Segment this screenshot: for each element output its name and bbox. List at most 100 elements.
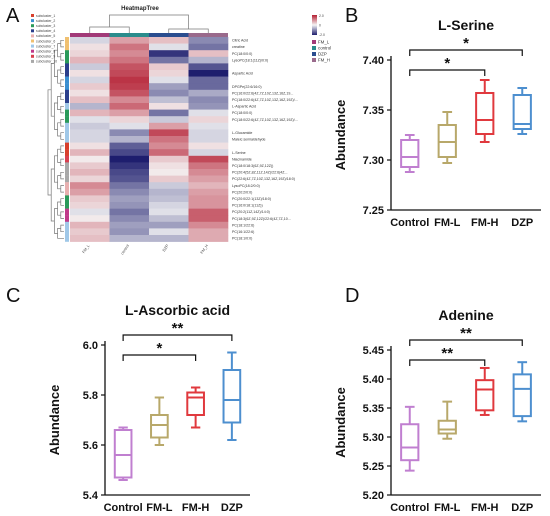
dendrogram-branch (60, 66, 64, 74)
subcluster-swatch (31, 29, 34, 33)
group-legend-swatch (312, 58, 316, 62)
significance-label: * (444, 55, 450, 72)
heatmap-cell (188, 109, 229, 117)
heatmap-cell (70, 202, 110, 209)
y-tick-label: 5.35 (363, 403, 384, 415)
y-axis-label: Abundance (333, 387, 348, 458)
group-legend-swatch (312, 52, 316, 56)
subcluster-swatch (31, 59, 34, 63)
row-subcluster-swatch (65, 228, 69, 236)
heatmap-cell (188, 162, 229, 170)
heatmap-cell (149, 83, 189, 91)
dendrogram-branch (60, 198, 64, 206)
row-subcluster-swatch (65, 142, 69, 150)
heatmap-row-label: PC(18:1/22:6) (232, 223, 254, 227)
heatmap-cell (70, 122, 110, 130)
dendrogram-branch (57, 175, 61, 190)
y-axis-label: Abundance (333, 100, 348, 171)
heatmap-row-label: PC(18:0/18:3(6Z,9Z,12Z)) (232, 164, 273, 168)
heatmap-cell (70, 195, 110, 203)
subcluster-swatch (31, 14, 34, 17)
heatmap-cell (109, 96, 150, 104)
y-tick-label: 5.25 (363, 461, 384, 473)
heatmap-row-label: PC(16:1/22:6) (232, 230, 254, 234)
heatmap-cell (188, 215, 229, 223)
dendrogram-branch (57, 43, 61, 58)
heatmap-cell (70, 142, 110, 150)
heatmap-cell (188, 136, 229, 143)
row-subcluster-swatch (65, 50, 69, 57)
heatmap-cell (109, 109, 150, 117)
box (222, 369, 242, 424)
heatmap-cell (109, 188, 150, 196)
heatmap-cell (188, 228, 229, 236)
dendrogram-branch (60, 211, 64, 219)
heatmap-cell (70, 96, 110, 104)
heatmap-row-label: PC(18:0/22:6(4Z,7Z,10Z,13Z,16Z,19Z)/... (232, 98, 298, 102)
heatmap-cell (188, 129, 229, 137)
heatmap-cell (149, 162, 189, 170)
significance-label: * (156, 340, 162, 357)
heatmap-row-label: PC(22:6(4Z,7Z,10Z,13Z,16Z,19Z)/18:0) (232, 177, 295, 181)
group-legend-label: FM_H (318, 58, 330, 63)
heatmap-cell (149, 215, 189, 223)
heatmap-cell (149, 195, 189, 203)
heatmap-cell (109, 215, 150, 223)
heatmap-cell (188, 182, 229, 190)
dendrogram-branch (50, 63, 55, 117)
heatmap-row-labels: Citric Acid creatine PC(18:0/0:0) LysoPC(18… (232, 39, 298, 241)
heatmap-row-label: PC(16:0/22:6(4Z,7Z,10Z,13Z,16Z,19... (232, 91, 293, 95)
heatmap-cell (109, 50, 150, 58)
heatmap-cell (109, 202, 150, 209)
heatmap-cell (149, 182, 189, 190)
dendrogram-branch (54, 208, 58, 234)
heatmap-cell (149, 37, 189, 44)
heatmap-cell (188, 37, 229, 44)
heatmap-row-label: L-Serine (232, 151, 246, 155)
x-tick-label: Control (104, 502, 143, 514)
heatmap-cell (109, 63, 150, 71)
heatmap-column-label: FM_H (200, 244, 209, 255)
heatmap-cell (149, 188, 189, 196)
heatmap-cell (188, 235, 229, 242)
chart-title: L-Ascorbic acid (125, 302, 230, 318)
scale-tick-label: -2.0 (319, 33, 325, 37)
x-tick-label: Control (390, 502, 429, 514)
heatmap-cell (109, 37, 150, 44)
row-subcluster-swatch (65, 89, 69, 97)
heatmap-row-label: creatine (232, 45, 245, 49)
heatmap-row-label: Citric Acid (232, 39, 248, 43)
column-group-swatch (188, 33, 228, 37)
box (113, 429, 133, 479)
heatmap-row-label: PC(20:2/0:0) (232, 190, 252, 194)
x-tick-label: FM-L (434, 502, 461, 514)
heatmap-cell (70, 215, 110, 223)
chart-title: Adenine (438, 307, 493, 323)
box (512, 94, 532, 130)
significance-bracket (409, 69, 486, 76)
heatmap-cell (188, 103, 229, 110)
heatmap-panel: HeatmapTree subcluster_1subcluster_2subc… (31, 6, 331, 256)
dendrogram-branch (60, 119, 64, 127)
subcluster-swatch (31, 39, 34, 43)
x-tick-label: DZP (221, 502, 243, 514)
heatmap-cell (70, 155, 110, 163)
heatmap-cell (188, 188, 229, 196)
chart-adenine: Adenine 5.20 5.25 5.30 5.35 5.40 5.45 Abundance… (333, 307, 541, 514)
heatmap-row-label: Niacinamide (232, 157, 252, 161)
heatmap-cell (149, 202, 189, 209)
row-subcluster-swatch (65, 175, 69, 183)
heatmap-cell (188, 70, 229, 77)
heatmap-cell (149, 129, 189, 137)
heatmap-cell (149, 70, 189, 77)
row-subcluster-swatch (65, 63, 69, 71)
heatmap-cell (109, 129, 150, 137)
dendrogram-branch (60, 145, 64, 153)
heatmap-cell (188, 221, 229, 229)
x-tick-label: DZP (511, 502, 533, 514)
row-subcluster-swatch (65, 96, 69, 104)
heatmap-cell (188, 63, 229, 71)
heatmap-column-label: FM_L (82, 244, 91, 254)
heatmap-cell (70, 221, 110, 229)
